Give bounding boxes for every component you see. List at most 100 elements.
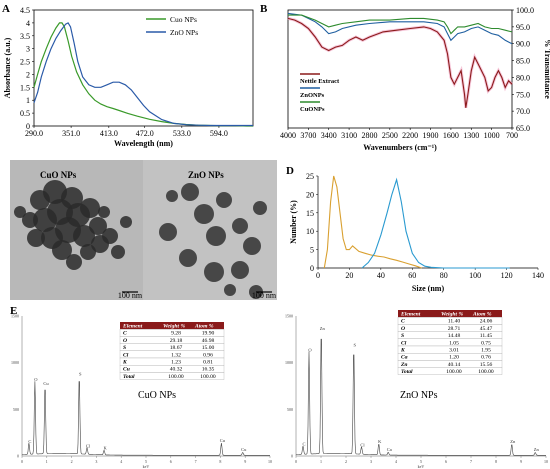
y-tick-label: 0.5 xyxy=(20,109,30,118)
x-tick-label: 40 xyxy=(377,271,385,280)
table-cell: 18.67 xyxy=(170,345,183,351)
x-tick-label: 3 xyxy=(370,459,372,464)
peak-label: S xyxy=(353,343,356,348)
tem-label-zno: ZnO NPs xyxy=(188,170,224,180)
x-axis-label: keV xyxy=(143,464,150,469)
peak-label: C xyxy=(28,439,31,444)
x-tick-label: 7 xyxy=(470,459,472,464)
peak-label: O xyxy=(34,377,38,382)
x-tick-label: 472.0 xyxy=(136,129,154,138)
table-cell: 14.48 xyxy=(448,333,461,339)
plot-frame xyxy=(33,9,254,127)
y-tick-label: 5 xyxy=(310,246,314,255)
x-tick-label: 0 xyxy=(21,459,23,464)
nanoparticle xyxy=(102,228,118,244)
y-tick-label: 2 xyxy=(26,70,30,79)
table-cell: 29.18 xyxy=(170,338,183,344)
peak-label: Cu xyxy=(241,447,247,452)
y-tick-label: 0 xyxy=(291,454,293,459)
nanoparticle xyxy=(231,261,249,279)
table-cell: K xyxy=(122,360,128,366)
y-axis-label: Absorbance (a.u.) xyxy=(3,37,12,98)
y-tick-label: 20 xyxy=(306,190,314,199)
nanoparticle xyxy=(232,218,248,234)
y-tick-label: 0 xyxy=(17,454,19,459)
y-tick-label: 0 xyxy=(26,122,30,131)
nanoparticle xyxy=(33,208,57,232)
nanoparticle xyxy=(204,262,224,282)
table-cell: 1.20 xyxy=(449,355,459,361)
y-tick-label: 3 xyxy=(26,45,30,54)
y-tick-label: 500 xyxy=(287,407,293,412)
y-tick-label: 4 xyxy=(26,19,30,28)
x-axis-label: Size (nm) xyxy=(412,284,445,293)
peak-label: Zn xyxy=(534,447,540,452)
nanoparticle xyxy=(194,204,214,224)
table-cell: 1.05 xyxy=(449,340,459,346)
peak-label: Cu xyxy=(43,381,49,386)
series-line-1 xyxy=(323,175,422,269)
x-tick-label: 3400 xyxy=(321,131,337,140)
nanoparticle xyxy=(66,254,82,270)
peak-label: Ca xyxy=(387,447,392,452)
peak-label: S xyxy=(79,372,82,377)
peak-label: C xyxy=(302,442,305,447)
x-tick-label: 20 xyxy=(345,271,353,280)
plot-frame xyxy=(287,9,513,129)
table-row xyxy=(119,372,225,380)
table-cell: C xyxy=(123,331,127,337)
table-cell: 100.00 xyxy=(446,369,462,375)
table-cell: S xyxy=(401,333,404,339)
table-cell: 100.00 xyxy=(168,374,184,380)
y-tick-label: 15 xyxy=(306,209,314,218)
y-tick-label: 1000 xyxy=(285,360,293,365)
x-tick-label: 290.0 xyxy=(25,129,43,138)
peak-label: O xyxy=(308,347,312,352)
series-line-2 xyxy=(287,12,513,45)
table-cell: 45.47 xyxy=(480,326,493,332)
y-tick-label: 500 xyxy=(13,407,19,412)
peak-label: Zn xyxy=(510,439,516,444)
peak-label: Cu xyxy=(220,438,226,443)
x-tick-label: 4 xyxy=(120,459,122,464)
table-cell: K xyxy=(400,348,406,354)
table-cell: Total xyxy=(123,374,135,380)
table-cell: 40.14 xyxy=(448,362,461,368)
nanoparticle xyxy=(181,183,199,201)
y-tick-label: 85.0 xyxy=(516,57,530,66)
panel-b-label: B xyxy=(260,3,268,15)
table-cell: 100.00 xyxy=(200,374,216,380)
x-tick-label: 0 xyxy=(295,459,297,464)
nanoparticle xyxy=(14,206,26,218)
table-cell: 0.96 xyxy=(203,352,213,358)
x-tick-label: 1900 xyxy=(423,131,439,140)
x-tick-label: 2 xyxy=(345,459,347,464)
y-tick-label: 75.0 xyxy=(516,90,530,99)
nanoparticle xyxy=(159,223,177,241)
x-tick-label: 1300 xyxy=(463,131,479,140)
table-header-bg xyxy=(398,310,502,318)
x-tick-label: 2 xyxy=(71,459,73,464)
x-axis-label: Wavelength (nm) xyxy=(114,139,173,148)
x-tick-label: 1000 xyxy=(484,131,500,140)
table-cell: Cl xyxy=(123,352,129,358)
x-tick-label: 8 xyxy=(219,459,221,464)
table-cell: 19.90 xyxy=(202,331,215,337)
table-header-cell: Atom % xyxy=(194,324,214,330)
series-line-1 xyxy=(33,22,253,127)
nanoparticle xyxy=(224,284,236,296)
peak-label: K xyxy=(378,439,382,444)
x-tick-label: 9 xyxy=(244,459,246,464)
table-cell: 46.98 xyxy=(202,338,215,344)
x-tick-label: 1600 xyxy=(443,131,459,140)
x-tick-label: 0 xyxy=(316,271,320,280)
x-tick-label: 120 xyxy=(501,271,513,280)
x-tick-label: 351.0 xyxy=(62,129,80,138)
y-tick-label: 3.5 xyxy=(20,32,30,41)
y-axis-label: % Transmittance xyxy=(543,39,550,99)
x-tick-label: 2800 xyxy=(361,131,377,140)
y-tick-label: 90.0 xyxy=(516,40,530,49)
panel-e-label: E xyxy=(10,305,17,317)
nanoparticle xyxy=(253,201,267,215)
x-tick-label: 8 xyxy=(495,459,497,464)
